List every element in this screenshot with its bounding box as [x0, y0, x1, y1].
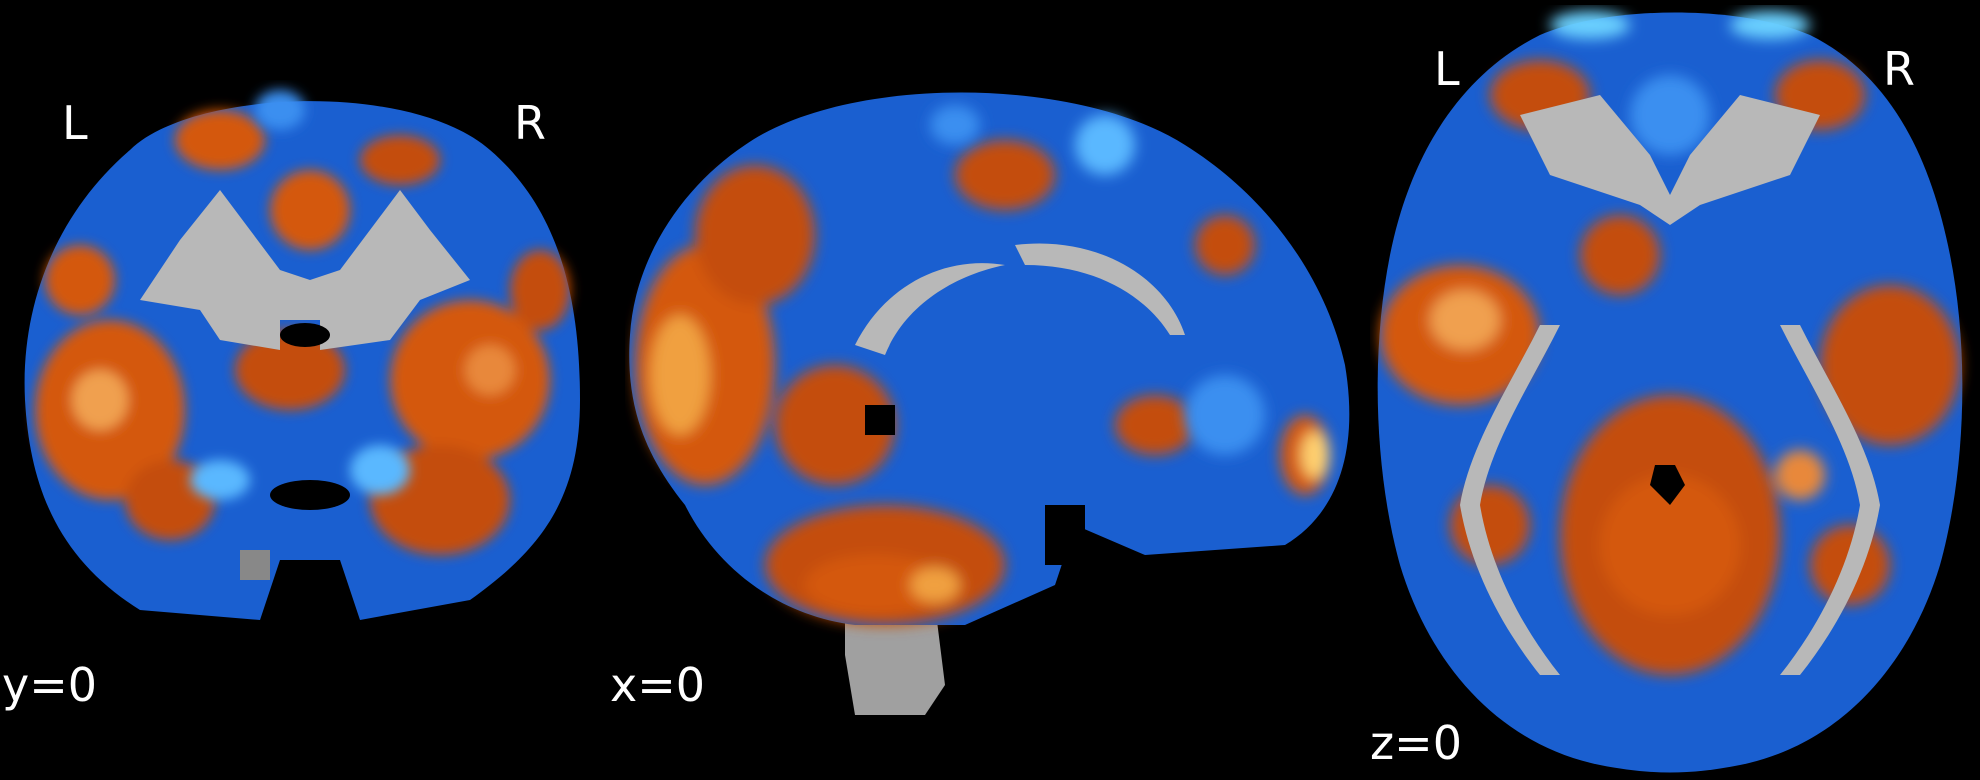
- sagittal-negative-peaks: [930, 105, 1265, 455]
- axial-coordinate-label: z=0: [1370, 716, 1462, 770]
- sagittal-slice-image: [629, 92, 1350, 715]
- sagittal-brainstem: [845, 605, 945, 715]
- coronal-ventricles: [140, 190, 470, 350]
- coronal-left-hemisphere-label: L: [62, 96, 88, 150]
- coronal-brainstem: [240, 550, 270, 580]
- axial-left-ventricle-wall: [1460, 325, 1560, 675]
- coronal-negative-peaks: [190, 90, 410, 500]
- coronal-right-hemisphere-label: R: [514, 96, 546, 150]
- coronal-positive-activation: [35, 110, 570, 555]
- coronal-slice-image: [24, 90, 580, 620]
- axial-slice: [1370, 5, 1975, 775]
- coronal-dark-region: [280, 323, 330, 347]
- axial-right-ventricle-wall: [1780, 325, 1880, 675]
- axial-right-hemisphere-label: R: [1883, 42, 1915, 96]
- axial-left-hemisphere-label: L: [1434, 42, 1460, 96]
- sagittal-positive-activation: [635, 140, 1330, 625]
- sagittal-coordinate-label: x=0: [610, 658, 706, 712]
- coronal-dark-region: [270, 480, 350, 510]
- sagittal-corpus-callosum: [855, 263, 1005, 355]
- sagittal-corpus-callosum: [1015, 243, 1185, 335]
- axial-dark-region: [1650, 465, 1685, 505]
- axial-frontal-ventricles: [1520, 95, 1820, 225]
- coronal-slice: [20, 80, 590, 640]
- sagittal-dark-region: [865, 405, 895, 435]
- coronal-coordinate-label: y=0: [2, 658, 98, 712]
- axial-negative-peaks: [1550, 11, 1810, 155]
- sagittal-slice: [625, 85, 1360, 715]
- axial-slice-image: [1377, 11, 1963, 773]
- sagittal-dark-region: [1045, 505, 1085, 565]
